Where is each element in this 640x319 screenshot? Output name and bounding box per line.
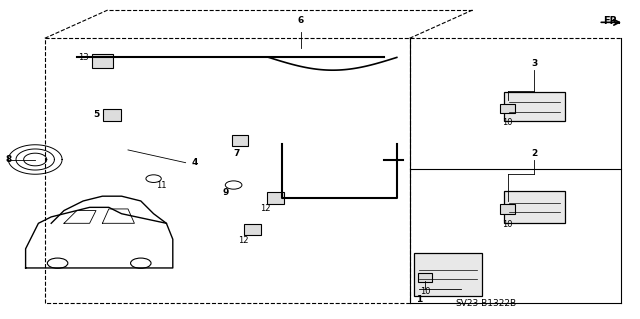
Text: 5: 5 [93,110,99,119]
FancyBboxPatch shape [102,108,122,121]
Text: 13: 13 [78,53,88,62]
Text: 2: 2 [531,149,538,158]
Text: 12: 12 [238,236,248,245]
FancyBboxPatch shape [267,192,284,204]
Text: SV23-B1322B: SV23-B1322B [456,299,517,308]
Text: 10: 10 [502,118,513,127]
Text: 10: 10 [420,287,430,296]
Text: 12: 12 [260,204,271,213]
FancyBboxPatch shape [500,104,515,113]
FancyBboxPatch shape [92,54,113,68]
FancyBboxPatch shape [244,224,261,235]
FancyBboxPatch shape [504,93,565,121]
Text: 8: 8 [5,155,12,164]
FancyBboxPatch shape [500,204,515,214]
FancyBboxPatch shape [232,135,248,146]
Text: 4: 4 [192,158,198,167]
FancyBboxPatch shape [418,273,432,282]
Text: 9: 9 [222,189,228,197]
Text: 11: 11 [156,181,166,189]
FancyBboxPatch shape [504,191,565,223]
Text: 1: 1 [416,295,422,304]
Text: FR.: FR. [603,16,621,26]
Text: 3: 3 [531,59,538,68]
Text: 7: 7 [234,149,240,158]
FancyBboxPatch shape [414,253,482,296]
Text: 6: 6 [298,16,304,25]
Text: 10: 10 [502,220,513,229]
